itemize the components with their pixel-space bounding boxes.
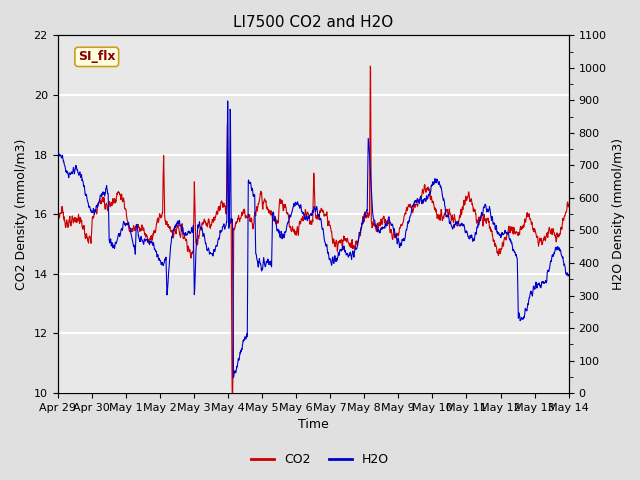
CO2 (367, 63, 374, 69)
H2O (54, 155, 61, 161)
H2O (550, 250, 558, 255)
CO2 (565, 202, 573, 208)
H2O (224, 98, 232, 104)
H2O (303, 213, 310, 219)
H2O (230, 375, 237, 381)
H2O (565, 272, 573, 277)
X-axis label: Time: Time (298, 419, 328, 432)
CO2 (289, 226, 296, 232)
H2O (550, 250, 558, 256)
CO2 (80, 223, 88, 229)
Line: CO2: CO2 (58, 66, 569, 393)
CO2 (303, 215, 310, 221)
CO2 (228, 390, 236, 396)
H2O (80, 183, 88, 189)
H2O (457, 222, 465, 228)
Text: SI_flx: SI_flx (78, 50, 115, 63)
Title: LI7500 CO2 and H2O: LI7500 CO2 and H2O (233, 15, 393, 30)
CO2 (550, 232, 558, 238)
Legend: CO2, H2O: CO2, H2O (246, 448, 394, 471)
Y-axis label: H2O Density (mmol/m3): H2O Density (mmol/m3) (612, 138, 625, 290)
CO2 (54, 214, 61, 219)
Y-axis label: CO2 Density (mmol/m3): CO2 Density (mmol/m3) (15, 139, 28, 290)
Line: H2O: H2O (58, 101, 569, 378)
CO2 (457, 210, 465, 216)
H2O (289, 204, 297, 210)
CO2 (550, 229, 558, 235)
